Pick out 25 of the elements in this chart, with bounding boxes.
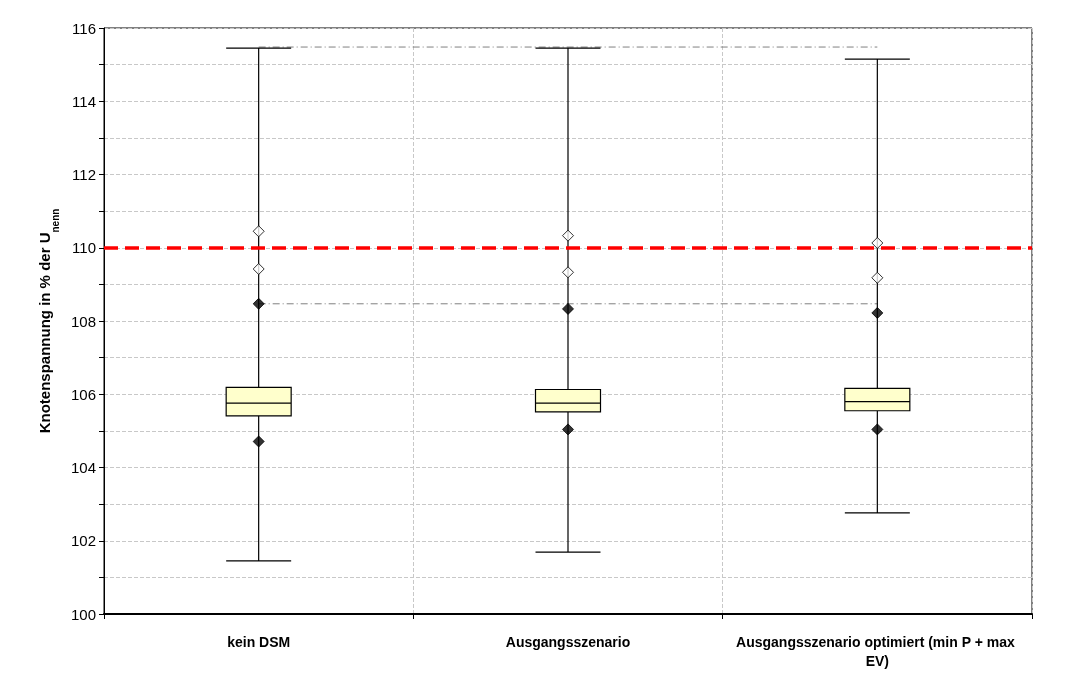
y-tick-label: 110	[72, 239, 96, 257]
point	[562, 229, 574, 242]
y-tick-label: 108	[70, 312, 96, 330]
y-tick-label: 106	[70, 385, 96, 403]
point	[252, 225, 265, 238]
point	[252, 435, 265, 448]
point	[252, 297, 265, 310]
point	[871, 306, 884, 319]
point	[562, 266, 574, 279]
y-axis-title: Knotenspannung in % der Unenn	[36, 208, 61, 434]
y-tick-label: 114	[72, 92, 96, 110]
y-tick-label: 116	[72, 19, 96, 37]
x-tick-label: Ausgangsszenario optimiert (min P + max EV)	[736, 633, 1019, 669]
point	[871, 423, 884, 436]
point	[871, 271, 884, 284]
y-tick-label: 104	[70, 459, 96, 476]
y-tick-label: 100	[70, 605, 96, 623]
point	[562, 302, 574, 315]
x-tick-label: kein DSM	[227, 633, 291, 650]
point	[252, 262, 265, 275]
point	[871, 236, 884, 249]
point	[562, 423, 574, 436]
y-tick-label: 112	[72, 166, 96, 183]
x-tick-label: Ausgangsszenario	[505, 633, 631, 650]
y-tick-label: 102	[70, 532, 96, 550]
